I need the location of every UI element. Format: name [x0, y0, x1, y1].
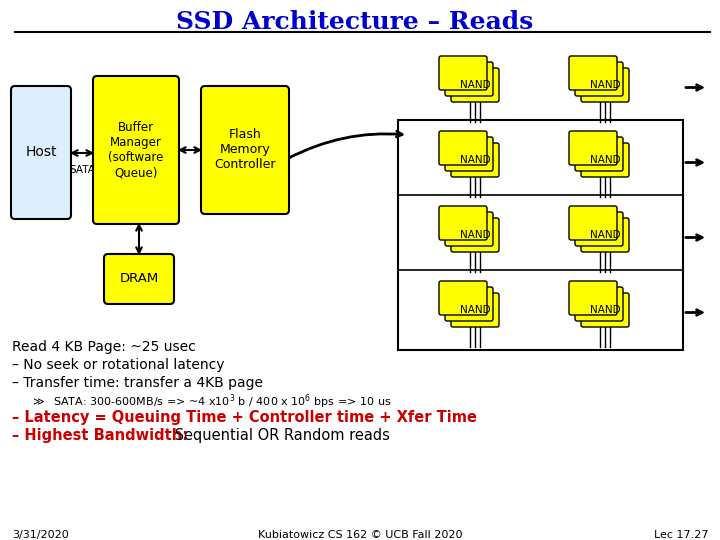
FancyBboxPatch shape [104, 254, 174, 304]
FancyBboxPatch shape [575, 62, 623, 96]
Text: NAND: NAND [459, 305, 490, 315]
Text: SATA: SATA [69, 165, 95, 175]
Text: SSD Architecture – Reads: SSD Architecture – Reads [176, 10, 534, 34]
FancyBboxPatch shape [445, 287, 493, 321]
Text: Lec 17.27: Lec 17.27 [654, 530, 708, 540]
FancyBboxPatch shape [445, 212, 493, 246]
FancyBboxPatch shape [201, 86, 289, 214]
Text: – Highest Bandwidth:: – Highest Bandwidth: [12, 428, 188, 443]
FancyBboxPatch shape [439, 56, 487, 90]
FancyBboxPatch shape [569, 206, 617, 240]
FancyBboxPatch shape [581, 68, 629, 102]
FancyBboxPatch shape [11, 86, 71, 219]
FancyBboxPatch shape [569, 56, 617, 90]
Text: Host: Host [25, 145, 57, 159]
Text: Read 4 KB Page: ~25 usec: Read 4 KB Page: ~25 usec [12, 340, 196, 354]
Text: – Transfer time: transfer a 4KB page: – Transfer time: transfer a 4KB page [12, 376, 263, 390]
Text: NAND: NAND [459, 230, 490, 240]
Text: NAND: NAND [590, 155, 621, 165]
FancyBboxPatch shape [569, 131, 617, 165]
FancyBboxPatch shape [575, 287, 623, 321]
FancyBboxPatch shape [439, 206, 487, 240]
Text: $\gg$  SATA: 300-600MB/s => ~4 x10$^3$ b / 400 x 10$^6$ bps => 10 us: $\gg$ SATA: 300-600MB/s => ~4 x10$^3$ b … [30, 392, 392, 410]
FancyBboxPatch shape [575, 212, 623, 246]
Text: Kubiatowicz CS 162 © UCB Fall 2020: Kubiatowicz CS 162 © UCB Fall 2020 [258, 530, 462, 540]
Text: Flash
Memory
Controller: Flash Memory Controller [215, 129, 276, 172]
Text: Sequential OR Random reads: Sequential OR Random reads [170, 428, 390, 443]
Text: NAND: NAND [590, 80, 621, 90]
Text: NAND: NAND [459, 80, 490, 90]
Text: – Latency = Queuing Time + Controller time + Xfer Time: – Latency = Queuing Time + Controller ti… [12, 410, 477, 425]
FancyBboxPatch shape [575, 137, 623, 171]
FancyBboxPatch shape [93, 76, 179, 224]
FancyBboxPatch shape [581, 218, 629, 252]
FancyBboxPatch shape [581, 143, 629, 177]
Text: NAND: NAND [590, 305, 621, 315]
FancyBboxPatch shape [581, 293, 629, 327]
FancyBboxPatch shape [445, 137, 493, 171]
Text: NAND: NAND [590, 230, 621, 240]
FancyBboxPatch shape [569, 281, 617, 315]
FancyBboxPatch shape [445, 62, 493, 96]
Text: – No seek or rotational latency: – No seek or rotational latency [12, 358, 225, 372]
FancyBboxPatch shape [451, 143, 499, 177]
FancyBboxPatch shape [439, 131, 487, 165]
Text: Buffer
Manager
(software
Queue): Buffer Manager (software Queue) [108, 121, 163, 179]
FancyBboxPatch shape [451, 218, 499, 252]
FancyBboxPatch shape [439, 281, 487, 315]
Text: 3/31/2020: 3/31/2020 [12, 530, 68, 540]
Text: NAND: NAND [459, 155, 490, 165]
Text: DRAM: DRAM [120, 273, 158, 286]
Bar [398, 120, 683, 350]
FancyBboxPatch shape [451, 293, 499, 327]
FancyBboxPatch shape [451, 68, 499, 102]
